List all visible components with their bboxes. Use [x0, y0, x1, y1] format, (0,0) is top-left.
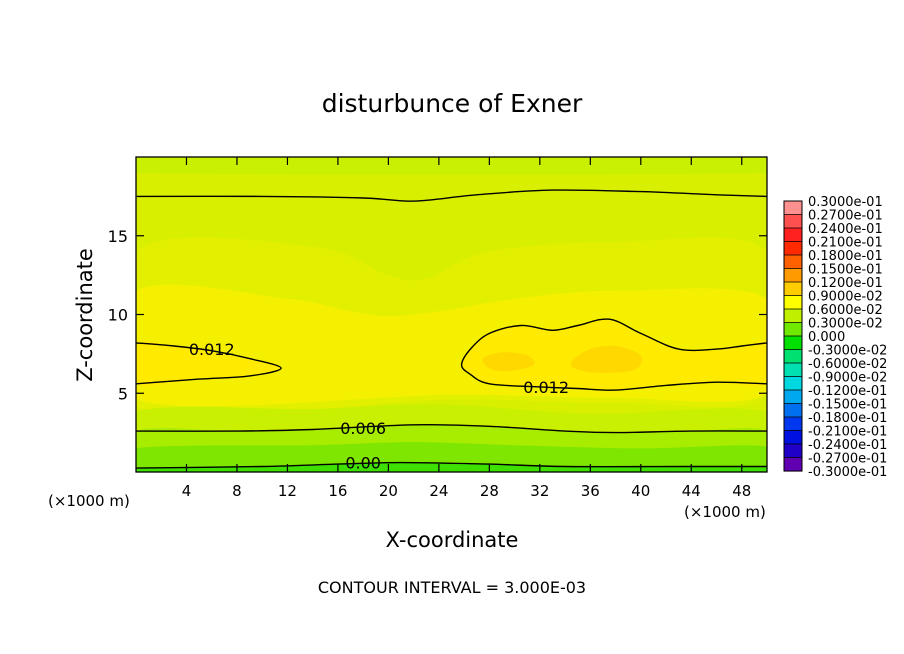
- contour-label-3: 0.006: [340, 419, 386, 438]
- x-tick-label: 8: [232, 482, 242, 500]
- colorbar-label: -0.6000e-02: [808, 357, 887, 372]
- colorbar-label: -0.1500e-01: [808, 398, 887, 413]
- colorbar-label: -0.1200e-01: [808, 384, 887, 399]
- colorbar-label: 0.2400e-01: [808, 222, 883, 237]
- x-unit-left: (×1000 m): [48, 492, 130, 510]
- colorbar-label: -0.1800e-01: [808, 411, 887, 426]
- x-tick-label: 24: [429, 482, 448, 500]
- chart-title: disturbunce of Exner: [322, 89, 583, 118]
- colorbar-swatch: [784, 336, 802, 351]
- x-tick-label: 36: [581, 482, 600, 500]
- x-axis-label: X-coordinate: [386, 528, 519, 552]
- contour-line-5: [136, 461, 767, 469]
- colorbar-label: -0.2700e-01: [808, 452, 887, 467]
- colorbar-label: 0.9000e-02: [808, 290, 883, 305]
- contour-fill-4: [136, 340, 282, 386]
- contour-fill-6: [482, 352, 535, 372]
- colorbar-swatch: [784, 430, 802, 445]
- y-axis-label: Z-coordinate: [73, 248, 97, 382]
- x-tick-label: 4: [182, 482, 192, 500]
- x-tick-label: 20: [379, 482, 398, 500]
- y-tick-label: 10: [108, 306, 128, 325]
- colorbar-label: 0.1800e-01: [808, 249, 883, 264]
- colorbar-swatch: [784, 241, 802, 256]
- colorbar-label: 0.1500e-01: [808, 263, 883, 278]
- contour-fill-1: [136, 157, 767, 175]
- x-tick-label: 44: [682, 482, 701, 500]
- x-tick-label: 28: [480, 482, 499, 500]
- colorbar-swatch: [784, 417, 802, 432]
- contour-label-1: 0.012: [189, 340, 235, 359]
- contour-line-2: [460, 318, 767, 391]
- colorbar-swatch: [784, 457, 802, 472]
- y-tick-label: 5: [118, 384, 128, 403]
- colorbar-label: 0.3000e-02: [808, 317, 883, 332]
- plot-area: 0.012 0.012 0.006 0.00: [135, 156, 768, 473]
- colorbar-swatch: [784, 444, 802, 459]
- contour-line-3: [136, 189, 767, 202]
- colorbar-label: 0.1200e-01: [808, 276, 883, 291]
- contour-line-4: [136, 423, 767, 434]
- colorbar: 0.3000e-010.2700e-010.2400e-010.2100e-01…: [783, 195, 887, 480]
- colorbar-label: -0.9000e-02: [808, 371, 887, 386]
- contour-line-1: [136, 342, 282, 385]
- colorbar-swatch: [784, 349, 802, 364]
- contour-fill-10: [136, 442, 767, 472]
- colorbar-swatch: [784, 214, 802, 229]
- colorbar-label: 0.6000e-02: [808, 303, 883, 318]
- x-tick-label: 40: [631, 482, 650, 500]
- x-tick-label: 12: [278, 482, 297, 500]
- colorbar-swatch: [784, 201, 802, 216]
- colorbar-swatch: [784, 309, 802, 324]
- colorbar-label: 0.3000e-01: [808, 195, 883, 210]
- colorbar-swatch: [784, 376, 802, 391]
- colorbar-label: 0.000: [808, 330, 845, 345]
- y-tick-label: 15: [108, 227, 128, 246]
- contour-interval-footer: CONTOUR INTERVAL = 3.000E-03: [318, 578, 586, 597]
- colorbar-label: -0.2400e-01: [808, 438, 887, 453]
- colorbar-swatch: [784, 268, 802, 283]
- colorbar-swatch: [784, 390, 802, 405]
- colorbar-swatch: [784, 403, 802, 418]
- colorbar-label: -0.2100e-01: [808, 425, 887, 440]
- colorbar-swatch: [784, 322, 802, 337]
- x-tick-label: 48: [732, 482, 751, 500]
- colorbar-swatch: [784, 295, 802, 310]
- contour-fill-7: [570, 345, 643, 373]
- x-unit-right: (×1000 m): [684, 503, 766, 521]
- colorbar-swatch: [784, 255, 802, 270]
- colorbar-label: 0.2700e-01: [808, 209, 883, 224]
- contour-label-4: 0.00: [345, 454, 381, 473]
- contour-label-2: 0.012: [523, 378, 569, 397]
- colorbar-swatch: [784, 363, 802, 378]
- x-tick-label: 32: [530, 482, 549, 500]
- colorbar-label: -0.3000e-01: [808, 465, 887, 480]
- colorbar-label: -0.3000e-02: [808, 344, 887, 359]
- contour-fill-11: [136, 462, 767, 472]
- colorbar-label: 0.2100e-01: [808, 236, 883, 251]
- x-tick-label: 16: [328, 482, 347, 500]
- colorbar-swatch: [784, 228, 802, 243]
- colorbar-swatch: [784, 282, 802, 297]
